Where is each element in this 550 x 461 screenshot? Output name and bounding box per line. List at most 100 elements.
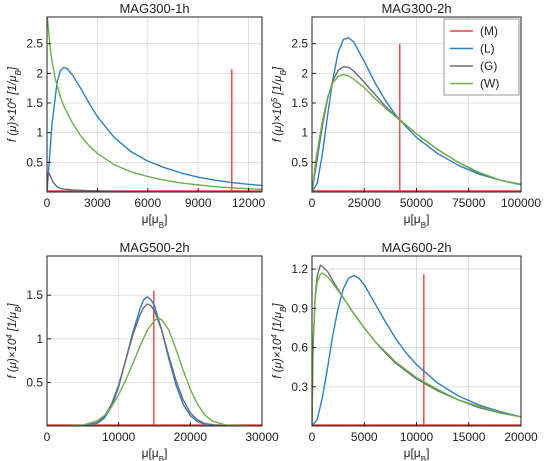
y-tick-label: 1.5 (26, 96, 43, 110)
x-tick-label: 25000 (348, 196, 382, 210)
x-axis-label-main: μ[μ (404, 212, 421, 226)
x-axis-label-tail: ] (426, 446, 429, 460)
y-axis-label-tail: ] (7, 66, 19, 71)
y-axis-label-main: f (μ)×10 (272, 338, 284, 378)
y-axis-label-exponent: 4 (5, 97, 14, 102)
series-L-line (47, 66, 262, 192)
panel-title: MAG300-1h (119, 1, 189, 16)
legend-label-L: (L) (480, 42, 495, 56)
series-W-line (312, 272, 521, 426)
x-tick-label: 3000 (84, 196, 111, 210)
x-tick-label: 50000 (400, 196, 434, 210)
x-axis-label-sub: B (159, 221, 164, 230)
y-axis-label-main: f (μ)×10 (272, 102, 284, 142)
x-axis-label: μ[μB] (404, 446, 430, 461)
series-L-line (312, 274, 521, 426)
y-tick-label: 2.5 (291, 37, 308, 51)
series-L-line (82, 296, 241, 426)
plot-frame (46, 255, 263, 427)
y-axis-label-unit: [1/μ (272, 311, 284, 334)
x-tick-label: 6000 (134, 196, 161, 210)
y-tick-label: 1.5 (26, 288, 43, 302)
x-tick-label: 0 (44, 430, 51, 444)
series-G-line (47, 171, 262, 192)
y-tick-label: 0.5 (291, 155, 308, 169)
y-axis-label-tail: ] (272, 303, 284, 308)
x-tick-label: 20000 (504, 430, 538, 444)
y-axis-label-tail: ] (7, 303, 19, 308)
y-axis-label: f (μ)×104 [1/μB] (5, 303, 23, 379)
panel-4: 0 5000 10000 15000 20000 0.3 0.6 0.9 1.2 MAG600-2… (270, 240, 539, 461)
y-axis-label-exponent: 4 (5, 334, 14, 339)
y-axis-label-unit: [1/μ (7, 75, 19, 98)
y-axis-label-exponent: 5 (270, 97, 279, 102)
series-G-line (82, 303, 241, 426)
series-W-line (68, 317, 248, 426)
x-tick-label: 75000 (452, 196, 486, 210)
panel-title: MAG500-2h (119, 240, 189, 255)
x-tick-label: 0 (44, 196, 51, 210)
y-tick-label: 0.5 (26, 375, 43, 389)
y-tick-label: 0.9 (291, 301, 308, 315)
legend: (M) (L) (G) (W) (443, 18, 520, 96)
y-axis-label-unit: [1/μ (272, 75, 284, 98)
y-axis-label-unit-sub: B (279, 69, 288, 75)
series-L-line (312, 37, 521, 192)
y-tick-label: 2 (301, 66, 308, 80)
x-tick-label: 5000 (351, 430, 378, 444)
y-tick-label: 2.5 (26, 37, 43, 51)
x-tick-label: 30000 (245, 430, 279, 444)
y-tick-label: 1.2 (291, 262, 308, 276)
x-axis-label-sub: B (159, 455, 164, 461)
legend-label-G: (G) (480, 59, 497, 73)
panel-title: MAG300-2h (381, 1, 451, 16)
series-group (47, 17, 262, 192)
y-axis-label-unit-sub: B (279, 306, 288, 312)
x-tick-label: 12000 (232, 196, 266, 210)
legend-label-M: (M) (480, 24, 498, 38)
x-tick-label: 0 (309, 196, 316, 210)
x-tick-label: 100000 (501, 196, 541, 210)
x-axis-label: μ[μB] (404, 212, 430, 230)
y-axis-label: f (μ)×104 [1/μB] (270, 303, 288, 379)
x-tick-label: 10000 (102, 430, 136, 444)
y-tick-label: 1 (301, 126, 308, 140)
x-tick-label: 15000 (452, 430, 486, 444)
panel-title: MAG600-2h (381, 240, 451, 255)
x-axis-label-tail: ] (426, 212, 429, 226)
plot-frame (46, 16, 263, 193)
y-tick-label: 1.5 (291, 96, 308, 110)
x-axis-label-main: μ[μ (142, 446, 159, 460)
series-W-line (47, 17, 262, 191)
series-group (47, 290, 262, 426)
y-axis-label-unit-sub: B (14, 306, 23, 312)
x-axis-label-tail: ] (164, 212, 167, 226)
x-tick-label: 10000 (400, 430, 434, 444)
y-tick-label: 2 (36, 66, 43, 80)
x-axis-label-main: μ[μ (142, 212, 159, 226)
x-axis-label-tail: ] (164, 446, 167, 460)
y-axis-label-unit: [1/μ (7, 311, 19, 334)
y-axis-label-main: f (μ)×10 (7, 338, 19, 378)
x-axis-label-sub: B (421, 221, 426, 230)
y-axis-label-exponent: 4 (270, 334, 279, 339)
x-axis-label: μ[μB] (142, 446, 168, 461)
y-tick-label: 0.6 (291, 341, 308, 355)
y-axis-label: f (μ)×104 [1/μB] (5, 66, 23, 142)
y-tick-label: 1 (36, 332, 43, 346)
x-tick-label: 20000 (174, 430, 208, 444)
y-tick-label: 1 (36, 126, 43, 140)
y-axis-label-tail: ] (272, 66, 284, 71)
x-axis-label-main: μ[μ (404, 446, 421, 460)
legend-label-W: (W) (480, 77, 499, 91)
series-W-line (312, 73, 521, 192)
x-tick-label: 9000 (185, 196, 212, 210)
x-axis-label-sub: B (421, 455, 426, 461)
y-tick-label: 0.3 (291, 380, 308, 394)
y-axis-label: f (μ)×105 [1/μB] (270, 66, 288, 142)
y-axis-label-main: f (μ)×10 (7, 102, 19, 142)
y-tick-label: 0.5 (26, 155, 43, 169)
panel-2: 0 25000 50000 75000 100000 0.5 1 1.5 2 2.5 MAG300-… (270, 1, 542, 230)
